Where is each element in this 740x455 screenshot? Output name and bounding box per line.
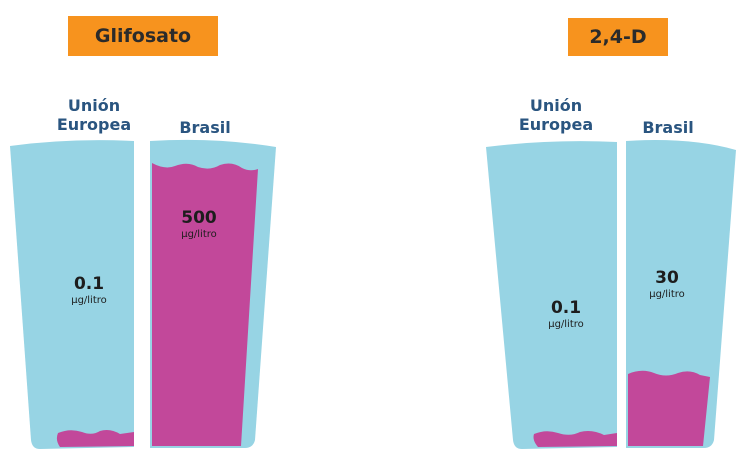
panel2-right-unit: µg/litro (649, 289, 685, 300)
panel2-right-label: Brasil (628, 118, 708, 137)
panel2-left-label-text: Unión Europea (518, 96, 594, 134)
panel1-left-unit: µg/litro (71, 295, 107, 306)
panel2-left-unit: µg/litro (548, 319, 584, 330)
panel1-right-label: Brasil (165, 118, 245, 137)
panel1-left-label: Unión Europea (50, 96, 138, 134)
panel1-left-fill (56, 430, 134, 447)
panel1-right-fill (152, 163, 258, 446)
panel1-left-number: 0.1 (73, 274, 105, 294)
panel1-right-number: 500 (181, 208, 217, 228)
panel2-left-fill (533, 431, 617, 447)
glifosato-title-tag: Glifosato (68, 16, 218, 56)
panel1-right-value: 500 µg/litro (168, 208, 230, 241)
panel2-left-value: 0.1 µg/litro (535, 298, 597, 331)
panel1-right-label-text: Brasil (179, 118, 231, 137)
panel2-right-number: 30 (655, 268, 679, 288)
panel2-right-label-text: Brasil (642, 118, 694, 137)
panel2-left-number: 0.1 (550, 298, 582, 318)
panel1-left-glass (10, 140, 134, 449)
panel2-right-fill (628, 370, 710, 446)
panel1-left-value: 0.1 µg/litro (58, 274, 120, 307)
panel2-right-value: 30 µg/litro (636, 268, 698, 301)
panel2-left-glass (486, 141, 617, 449)
panel2-left-label: Unión Europea (512, 96, 600, 134)
panel2-right-glass (626, 140, 736, 448)
panel1-right-unit: µg/litro (181, 229, 217, 240)
24d-title-tag: 2,4-D (568, 18, 668, 56)
panel1-left-label-text: Unión Europea (56, 96, 132, 134)
